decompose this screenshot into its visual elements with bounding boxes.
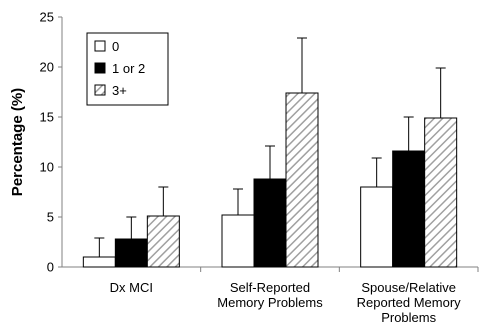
y-tick-label: 25 [40,10,54,25]
legend-swatch [94,62,106,74]
category-label: Self-Reported [230,280,310,295]
bar [424,117,458,268]
y-tick-label: 10 [40,160,54,175]
legend-label: 3+ [112,83,127,98]
y-tick-label: 15 [40,110,54,125]
bar [82,256,116,268]
category-label: Reported Memory [357,295,462,310]
y-tick-label: 0 [47,260,54,275]
bar [392,150,426,268]
category-label: Problems [381,310,436,325]
y-tick-label: 5 [47,210,54,225]
legend-label: 0 [112,39,119,54]
category-label: Dx MCI [110,280,153,295]
y-axis-title: Percentage (%) [9,88,26,196]
bar [285,92,319,268]
category-label: Memory Problems [217,295,323,310]
legend-swatch [94,40,106,52]
bar [360,186,394,268]
bar [253,178,287,268]
legend-label: 1 or 2 [112,61,145,76]
category-label: Spouse/Relative [361,280,456,295]
bar [114,238,148,268]
y-tick-label: 20 [40,60,54,75]
bar [221,214,255,268]
bar [146,215,180,268]
legend-swatch [94,84,106,96]
